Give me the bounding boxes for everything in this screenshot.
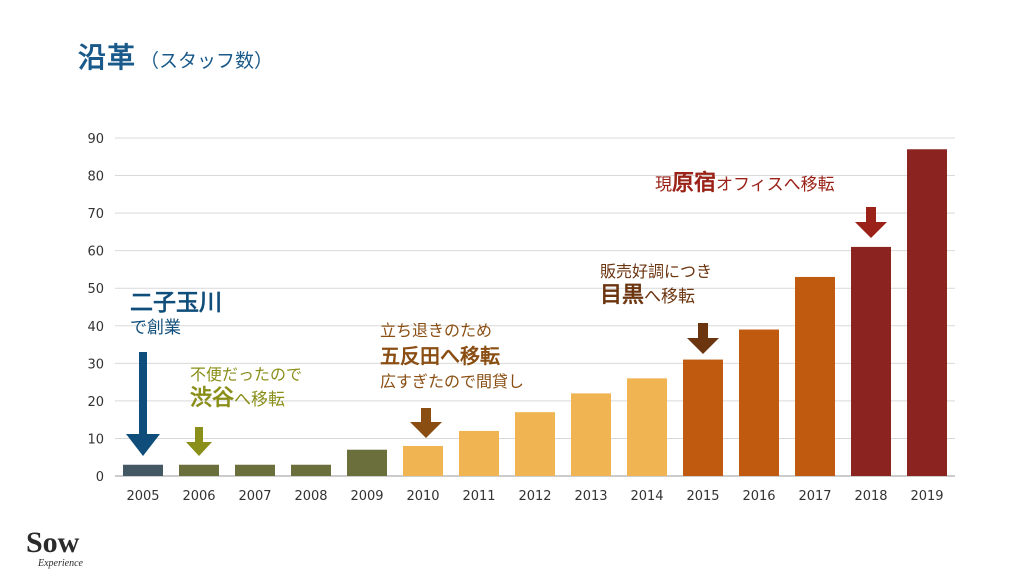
bar-2013 (571, 393, 611, 476)
annotation-arrows (126, 207, 887, 456)
arrow-shibuya (186, 427, 212, 456)
x-tick-label: 2017 (798, 489, 831, 504)
y-tick-label: 40 (87, 320, 104, 335)
bar-2008 (291, 464, 331, 476)
bar-2005 (123, 464, 163, 476)
bar-2009 (347, 449, 387, 476)
x-tick-label: 2018 (854, 489, 887, 504)
page-title: 沿革 （スタッフ数） (78, 36, 273, 76)
bar-2011 (459, 430, 499, 476)
harajuku-place: 原宿 (672, 171, 717, 196)
arrow-meguro (687, 323, 719, 354)
sow-experience-logo: Sow Experience (24, 526, 104, 574)
bar-2017 (795, 276, 835, 476)
gotanda-note: 広すぎたので間貸し (380, 372, 525, 391)
x-tick-label: 2007 (238, 489, 271, 504)
x-tick-label: 2010 (406, 489, 439, 504)
x-axis-ticks: 2005 2006 2007 2008 2009 2010 2011 2012 2013 2014… (126, 489, 943, 504)
y-tick-label: 60 (87, 245, 104, 260)
harajuku-prefix: 現 (655, 175, 672, 195)
bar-2016 (739, 329, 779, 476)
x-tick-label: 2008 (294, 489, 327, 504)
gotanda-place: 五反田へ移転 (380, 344, 500, 368)
arrow-gotanda (410, 408, 442, 438)
annotation-shibuya: 不便だったので 渋谷へ移転 (190, 365, 302, 413)
bar-2010 (403, 445, 443, 476)
bar-2015 (683, 359, 723, 476)
bar-2019 (907, 149, 947, 476)
y-tick-label: 50 (87, 282, 104, 297)
x-tick-label: 2015 (686, 489, 719, 504)
annotation-gotanda: 立ち退きのため 五反田へ移転 広すぎたので間貸し (380, 321, 524, 392)
y-tick-label: 80 (87, 170, 104, 185)
bar-2007 (235, 464, 275, 476)
bar-2014 (627, 378, 667, 476)
logo-main: Sow (26, 526, 80, 559)
x-tick-label: 2012 (518, 489, 551, 504)
y-axis-ticks: 0 10 20 30 40 50 60 70 80 90 (87, 132, 104, 485)
shibuya-place: 渋谷 (190, 386, 235, 411)
bar-2012 (515, 412, 555, 476)
gotanda-reason: 立ち退きのため (380, 321, 493, 340)
x-tick-label: 2009 (350, 489, 383, 504)
x-tick-label: 2019 (910, 489, 943, 504)
x-tick-label: 2006 (182, 489, 215, 504)
y-tick-label: 70 (87, 207, 104, 222)
x-tick-label: 2011 (462, 489, 495, 504)
y-tick-label: 10 (87, 432, 104, 447)
harajuku-move: オフィスへ移転 (716, 175, 835, 195)
y-tick-label: 90 (87, 132, 104, 147)
annotation-meguro: 販売好調につき 目黒へ移転 (600, 262, 712, 310)
annotation-harajuku: 現原宿オフィスへ移転 (655, 170, 835, 198)
meguro-reason: 販売好調につき (600, 262, 713, 281)
y-tick-label: 20 (87, 395, 104, 410)
meguro-move: へ移転 (644, 287, 696, 307)
y-tick-label: 30 (87, 357, 104, 372)
y-tick-label: 0 (96, 470, 104, 485)
founding-place: 二子玉川 (130, 290, 222, 316)
annotation-founding: 二子玉川 で創業 (130, 289, 222, 339)
meguro-place: 目黒 (600, 283, 645, 308)
arrow-harajuku (855, 207, 887, 238)
title-sub: （スタッフ数） (140, 50, 274, 72)
title-main: 沿革 (78, 41, 137, 74)
bar-2018 (851, 246, 891, 476)
x-tick-label: 2013 (574, 489, 607, 504)
arrow-founding (126, 352, 160, 456)
shibuya-reason: 不便だったので (190, 365, 303, 384)
founding-note: で創業 (130, 317, 181, 338)
bar-2006 (179, 464, 219, 476)
bars (123, 149, 947, 476)
x-tick-label: 2005 (126, 489, 159, 504)
x-tick-label: 2016 (742, 489, 775, 504)
x-tick-label: 2014 (630, 489, 663, 504)
shibuya-move: へ移転 (234, 390, 286, 410)
logo-sub: Experience (37, 558, 84, 569)
